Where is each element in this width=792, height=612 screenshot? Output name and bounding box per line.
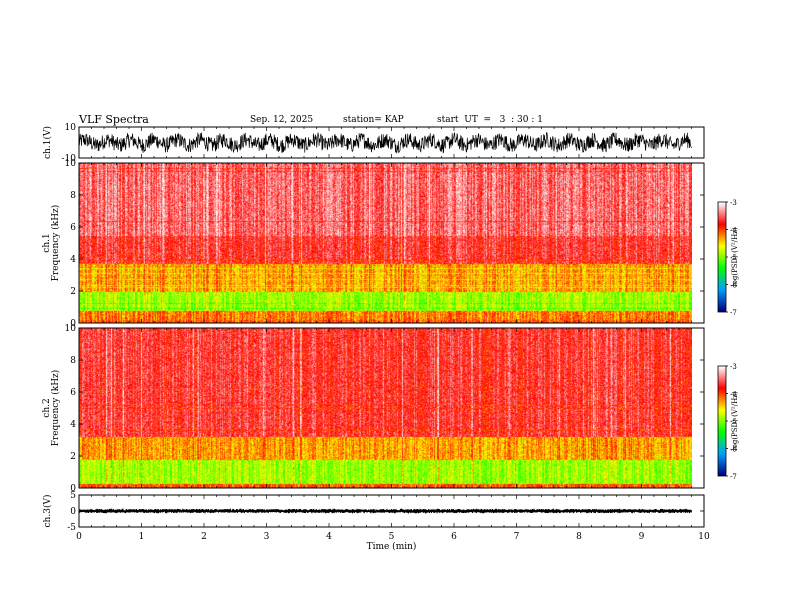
xtick-label: 6: [451, 532, 457, 542]
ch1-spectrogram-ytick-label: 8: [70, 191, 76, 201]
ch2-colorbar-gradient: [718, 366, 726, 476]
ch1-colorbar-tick-label: -7: [730, 309, 737, 317]
ch2-spectrogram-ytick-label: 4: [70, 420, 76, 430]
ch1-ytick-label: 10: [65, 123, 77, 133]
ch2-spectrogram-ytick-label: 10: [65, 324, 77, 334]
ch3-ytick-label: -5: [67, 523, 76, 533]
ch1-trace: [78, 131, 692, 155]
ch3-ytick-label: 0: [70, 507, 76, 517]
ch2-spectrogram-ytick-label: 8: [70, 356, 76, 366]
chart-title: VLF Spectra: [79, 113, 149, 126]
ch2-colorbar-tick-label: -3: [730, 363, 737, 371]
ch2-spectrogram-channel: ch.2: [42, 398, 52, 417]
ch1-ylabel: ch.1(V): [42, 126, 53, 159]
ch2-spectrogram-ytick-label: 0: [70, 484, 76, 494]
date-label: Sep. 12, 2025: [250, 115, 314, 125]
xaxis-label: Time (min): [367, 541, 417, 552]
ch2-spectrogram-ytick-label: 6: [70, 388, 76, 398]
ch1-colorbar-label: log(PSD) (V²/Hz): [731, 227, 739, 286]
ch1-colorbar-gradient: [718, 202, 726, 312]
ch1-spectrogram-image: [79, 163, 692, 323]
station-label: station= KAP: [343, 115, 404, 125]
ch3-ytick-label: 5: [70, 491, 76, 501]
ch1-colorbar-tick-label: -3: [730, 199, 737, 207]
ch3-ylabel: ch.3(V): [42, 495, 53, 528]
xtick-label: 10: [698, 532, 710, 542]
xtick-label: 0: [76, 532, 82, 542]
ch2-spectrogram-ytick-label: 2: [70, 452, 76, 462]
ch3-trace: [78, 508, 692, 514]
xtick-label: 4: [326, 532, 332, 542]
xtick-label: 1: [139, 532, 145, 542]
xtick-label: 8: [576, 532, 582, 542]
ch2-colorbar-label: log(PSD) (V²/Hz): [731, 391, 739, 450]
ch1-colorbar-tick-label: -5: [730, 254, 737, 262]
ch1-colorbar-tick-label: -4: [730, 227, 737, 235]
ch1-colorbar-tick-label: -6: [730, 282, 737, 290]
xtick-label: 7: [514, 532, 520, 542]
ch1-spectrogram-channel: ch.1: [42, 233, 52, 252]
start-time-label: start UT = 3 : 30 : 1: [437, 115, 543, 125]
ch1-spectrogram-ytick-label: 4: [70, 255, 76, 265]
ch1-ytick-label: -10: [62, 154, 77, 164]
ch1-spectrogram-ytick-label: 6: [70, 223, 76, 233]
ch2-colorbar-tick-label: -5: [730, 418, 737, 426]
ch2-colorbar-tick-label: -4: [730, 391, 737, 399]
xtick-label: 9: [639, 532, 645, 542]
ch1-spectrogram-ytick-label: 10: [65, 159, 77, 169]
ch2-colorbar-tick-label: -7: [730, 473, 737, 481]
ch2-spectrogram-ylabel: Frequency (kHz): [50, 370, 61, 447]
ch2-colorbar-tick-label: -6: [730, 446, 737, 454]
xtick-label: 5: [389, 532, 395, 542]
xtick-label: 2: [201, 532, 207, 542]
ch1-spectrogram-ylabel: Frequency (kHz): [50, 205, 61, 282]
ch2-spectrogram-image: [79, 328, 692, 488]
ch1-spectrogram-ytick-label: 0: [70, 319, 76, 329]
xtick-label: 3: [264, 532, 270, 542]
ch1-spectrogram-ytick-label: 2: [70, 287, 76, 297]
